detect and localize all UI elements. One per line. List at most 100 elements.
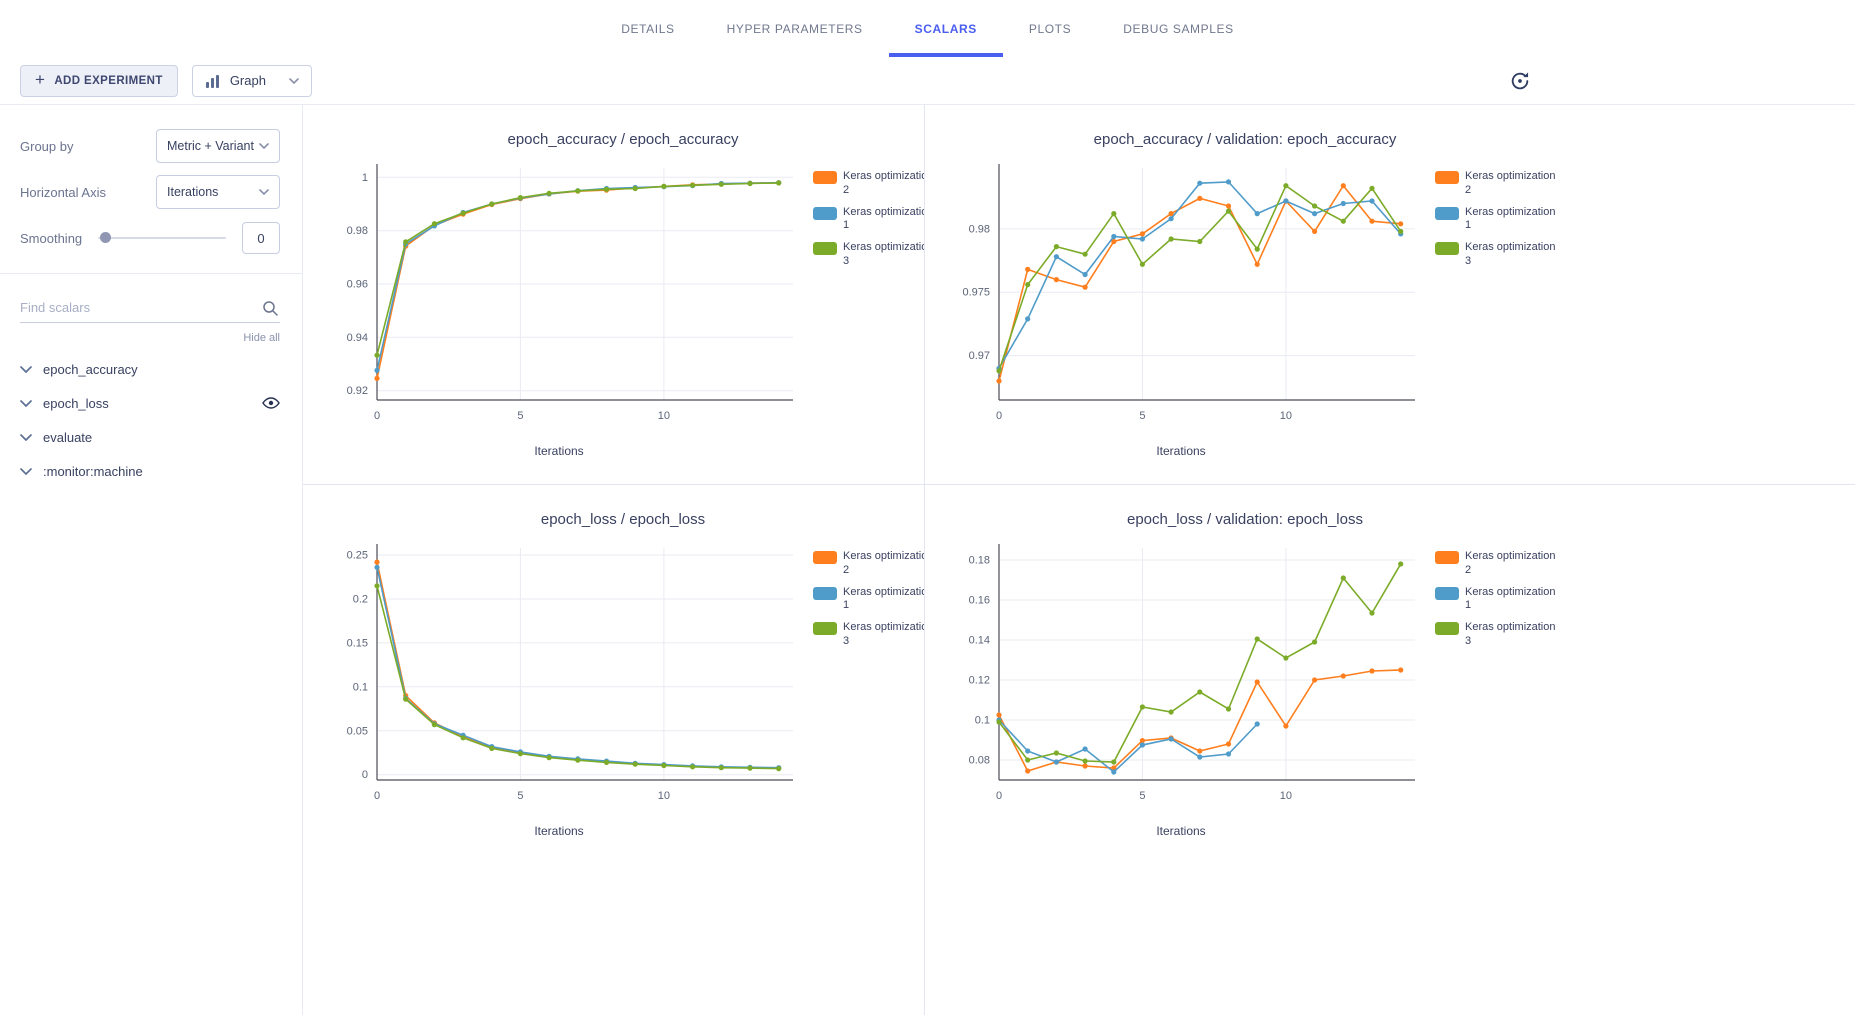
x-axis-label: Iterations <box>1156 824 1206 838</box>
scalar-group-epoch-accuracy[interactable]: epoch_accuracy <box>20 352 280 386</box>
chevron-down-icon[interactable] <box>20 433 32 441</box>
legend-label: Keras optimization 2 <box>843 550 925 576</box>
svg-text:0.96: 0.96 <box>347 279 368 291</box>
legend-item-keras-optimization-3[interactable]: Keras optimization 3 <box>1435 241 1565 269</box>
svg-text:5: 5 <box>517 790 523 802</box>
svg-text:0.18: 0.18 <box>969 555 990 567</box>
horizontal-axis-value: Iterations <box>167 185 219 199</box>
svg-text:0.98: 0.98 <box>969 223 990 235</box>
svg-text:0.15: 0.15 <box>347 637 368 649</box>
group-by-value: Metric + Variant <box>167 139 254 153</box>
legend-swatch <box>1435 171 1459 184</box>
horizontal-axis-label: Horizontal Axis <box>20 184 106 200</box>
chart-plot[interactable]: 0.97 0.975 0.98 0 5 10 <box>941 154 1421 435</box>
svg-text:0: 0 <box>362 769 368 781</box>
legend-label: Keras optimization 3 <box>843 241 925 267</box>
chart-panel-epoch-loss-epoch-loss: epoch_loss / epoch_loss 0 0.05 0.1 0.15 0.2 0.… <box>303 485 925 1015</box>
hide-all-link[interactable]: Hide all <box>243 332 280 344</box>
group-by-label: Group by <box>20 138 74 154</box>
legend-swatch <box>813 551 837 564</box>
find-scalars-input[interactable] <box>20 294 280 323</box>
legend-label: Keras optimization 2 <box>1465 170 1556 196</box>
smoothing-label: Smoothing <box>20 230 83 246</box>
auto-refresh-button[interactable] <box>1505 66 1535 96</box>
svg-text:0.1: 0.1 <box>975 715 990 727</box>
svg-text:0.92: 0.92 <box>347 385 368 397</box>
svg-text:0.98: 0.98 <box>347 225 368 237</box>
svg-text:1: 1 <box>362 172 368 184</box>
chart-legend: Keras optimization 2 Keras optimization 1… <box>799 534 925 838</box>
legend-label: Keras optimization 2 <box>843 170 925 196</box>
chart-plot[interactable]: 0.08 0.1 0.12 0.14 0.16 0.18 0 5 10 <box>941 534 1421 815</box>
svg-text:5: 5 <box>1139 410 1145 422</box>
add-experiment-button[interactable]: + ADD EXPERIMENT <box>20 64 178 97</box>
svg-text:10: 10 <box>1280 410 1292 422</box>
legend-item-keras-optimization-2[interactable]: Keras optimization 2 <box>1435 170 1565 198</box>
tab-debug-samples[interactable]: DEBUG SAMPLES <box>1123 21 1234 36</box>
scalar-group-epoch-loss[interactable]: epoch_loss <box>20 386 280 420</box>
graph-type-dropdown[interactable]: Graph <box>191 64 312 97</box>
smoothing-slider[interactable] <box>98 232 226 243</box>
horizontal-axis-dropdown[interactable]: Iterations <box>156 175 280 209</box>
search-icon <box>262 300 278 321</box>
legend-swatch <box>813 171 837 184</box>
x-axis-label: Iterations <box>1156 444 1206 458</box>
smoothing-slider-thumb[interactable] <box>100 232 112 243</box>
scalar-group-monitor-machine[interactable]: :monitor:machine <box>20 454 280 488</box>
scalar-list: epoch_accuracy epoch_loss evaluate :monitor… <box>20 352 280 488</box>
svg-text:0.94: 0.94 <box>347 332 368 344</box>
chart-title: epoch_loss / validation: epoch_loss <box>1127 511 1363 528</box>
tab-hyper-parameters[interactable]: HYPER PARAMETERS <box>726 21 863 36</box>
tab-details[interactable]: DETAILS <box>621 21 675 36</box>
chevron-down-icon <box>259 143 269 149</box>
chart-title: epoch_accuracy / epoch_accuracy <box>507 131 739 148</box>
charts-grid: epoch_accuracy / epoch_accuracy 0.92 0.94 0… <box>303 105 1855 1015</box>
legend-item-keras-optimization-1[interactable]: Keras optimization 1 <box>813 586 924 614</box>
svg-text:5: 5 <box>517 410 523 422</box>
tab-scalars[interactable]: SCALARS <box>888 0 1003 57</box>
chevron-down-icon[interactable] <box>20 467 32 475</box>
chevron-down-icon[interactable] <box>20 365 32 373</box>
legend-item-keras-optimization-3[interactable]: Keras optimization 3 <box>1435 621 1565 649</box>
legend-item-keras-optimization-2[interactable]: Keras optimization 2 <box>813 550 925 578</box>
legend-label: Keras optimization 3 <box>1465 241 1556 267</box>
group-by-dropdown[interactable]: Metric + Variant <box>156 129 280 163</box>
svg-text:10: 10 <box>1280 790 1292 802</box>
svg-text:0.12: 0.12 <box>969 675 990 687</box>
svg-text:0.97: 0.97 <box>969 350 990 362</box>
legend-swatch <box>1435 206 1459 220</box>
chart-panel-epoch-loss-validation-epoch-loss: epoch_loss / validation: epoch_loss 0.08 0… <box>925 485 1855 1015</box>
chevron-down-icon[interactable] <box>20 399 32 407</box>
smoothing-row: Smoothing <box>20 221 280 255</box>
find-scalars-search <box>20 294 280 323</box>
chart-plot[interactable]: 0 0.05 0.1 0.15 0.2 0.25 0 5 10 <box>319 534 799 815</box>
horizontal-axis-row: Horizontal Axis Iterations <box>20 175 280 209</box>
legend-item-keras-optimization-1[interactable]: Keras optimization 1 <box>1435 586 1565 614</box>
svg-text:0.25: 0.25 <box>347 550 368 562</box>
legend-item-keras-optimization-1[interactable]: Keras optimization 1 <box>813 206 924 234</box>
bar-chart-icon <box>205 74 221 88</box>
legend-item-keras-optimization-3[interactable]: Keras optimization 3 <box>813 241 925 269</box>
scalar-group-evaluate[interactable]: evaluate <box>20 420 280 454</box>
chart-title: epoch_loss / epoch_loss <box>540 511 706 528</box>
chart-legend: Keras optimization 2 Keras optimization 1… <box>1421 154 1565 458</box>
smoothing-value-input[interactable] <box>242 222 280 254</box>
chart-legend: Keras optimization 2 Keras optimization 1… <box>1421 534 1565 838</box>
group-by-row: Group by Metric + Variant <box>20 129 280 163</box>
svg-text:10: 10 <box>658 790 670 802</box>
eye-icon[interactable] <box>262 397 280 409</box>
legend-item-keras-optimization-1[interactable]: Keras optimization 1 <box>1435 206 1565 234</box>
chevron-down-icon <box>259 189 269 195</box>
add-experiment-label: ADD EXPERIMENT <box>54 74 163 87</box>
tab-plots[interactable]: PLOTS <box>1028 21 1072 36</box>
legend-swatch <box>813 622 837 635</box>
scalar-group-label: :monitor:machine <box>43 463 143 479</box>
legend-item-keras-optimization-2[interactable]: Keras optimization 2 <box>1435 550 1565 578</box>
legend-item-keras-optimization-2[interactable]: Keras optimization 2 <box>813 170 925 198</box>
svg-text:0: 0 <box>374 410 380 422</box>
svg-text:0.975: 0.975 <box>962 287 990 299</box>
legend-swatch <box>813 586 837 600</box>
legend-item-keras-optimization-3[interactable]: Keras optimization 3 <box>813 621 924 649</box>
legend-label: Keras optimization 1 <box>1465 205 1556 232</box>
